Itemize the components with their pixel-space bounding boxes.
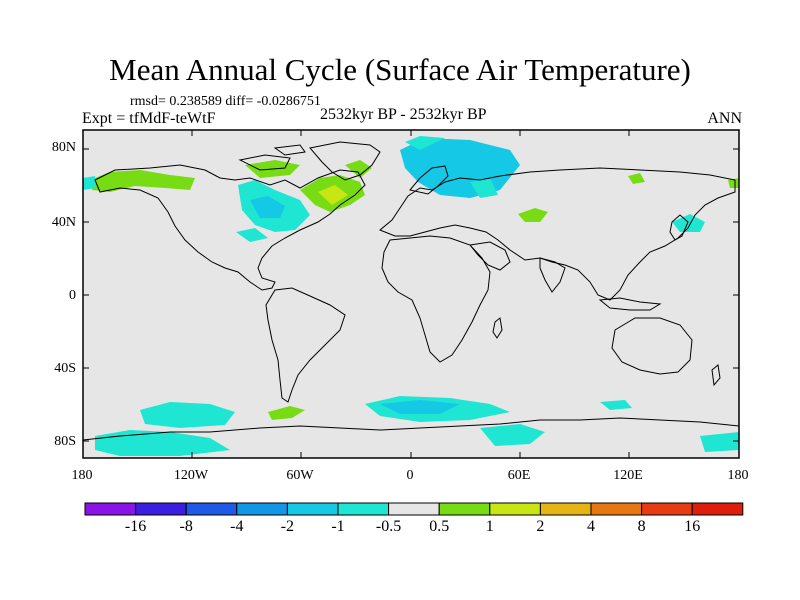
period-text: 2532kyr BP - 2532kyr BP [320,106,487,123]
anomaly-central-asia-pos [518,208,548,222]
anomaly-southern-ocean-neg-1 [140,402,235,428]
colorbar [84,502,744,516]
coast-north-america [94,164,366,291]
anomaly-canada-neg-mid [250,196,285,218]
colorbar-box-4 [286,502,339,516]
lat-label-40n: 40N [51,215,76,230]
colorbar-box-1 [135,502,187,516]
anomaly-southern-ocean-pos [268,406,305,420]
coast-antarctica [82,417,740,441]
coast-australia [611,317,693,375]
experiment-text: Expt = tfMdF-teWtF [82,110,216,127]
colorbar-label: -8 [179,518,193,535]
anomaly-east-siberia-pos [728,178,739,188]
anomaly-hudson-pos-mid [318,185,348,205]
colorbar-label: 16 [684,518,701,535]
colorbar-label: -1 [331,518,345,535]
colorbar-label: -2 [280,518,295,535]
anomaly-antarctica-neg-3 [700,432,739,452]
lat-label-80n: 80N [51,140,76,155]
anomaly-southern-ocean-neg-mid [380,400,460,414]
coast-india [539,257,566,293]
anomaly-scandinavia-neg-small [405,136,445,150]
anomaly-usa-neg-small [236,228,268,242]
anomaly-antarctica-neg-4 [600,400,632,410]
anomaly-alaska-pos [90,170,195,192]
coast-eurasia [379,167,736,301]
colorbar-label: 8 [637,518,646,535]
colorbar-label: 2 [536,518,545,535]
plot-title: Mean Annual Cycle (Surface Air Temperatu… [109,52,691,87]
anomaly-field [83,136,739,456]
colorbar-label: -16 [124,518,147,535]
coast-scandinavia [409,165,449,195]
coast-arctic-islands-2 [273,144,306,156]
lat-label-80s: 80S [54,434,76,449]
colorbar-box-2 [185,502,238,516]
coast-arabia [469,241,511,271]
anomaly-antarctica-neg-2 [480,424,545,446]
colorbar-label: -0.5 [375,518,402,535]
lon-label-60w: 60W [286,468,314,483]
colorbar-box-12 [691,502,744,516]
colorbar-box-0 [84,502,137,516]
coast-japan [669,214,689,241]
colorbar-box-11 [641,502,693,516]
lon-label-180e: 180 [727,468,749,483]
lon-label-120w: 120W [173,468,209,483]
coast-new-zealand [711,364,721,387]
colorbar-label: 0.5 [429,518,450,535]
axis-ticks [83,130,739,458]
coast-madagascar [492,317,503,339]
anomaly-labrador-pos [345,160,372,178]
coast-arctic-islands [238,154,291,171]
colorbar-label: 4 [587,518,595,535]
season-text: ANN [707,110,742,127]
colorbar-box-8 [489,502,541,516]
anomaly-pacific-neg-2 [83,176,95,190]
anomaly-antarctica-neg-1 [95,430,230,456]
coast-africa [381,235,491,363]
anomaly-pacific-neg [672,214,705,232]
lon-label-0: 0 [406,468,414,483]
anomaly-scandinavia-neg-small-2 [470,178,498,198]
coast-south-america [265,287,346,403]
stats-text: rmsd= 0.238589 diff= -0.0286751 [130,94,321,109]
colorbar-box-5 [337,502,390,516]
coast-greenland [309,141,381,181]
lat-label-40s: 40S [54,361,76,376]
colorbar-label: -4 [230,518,244,535]
anomaly-siberia-pos [628,173,645,184]
coastlines [82,141,740,441]
lon-label-180w: 180 [71,468,93,483]
colorbar-label: 1 [485,518,494,535]
colorbar-box-7 [438,502,491,516]
lon-label-60e: 60E [507,468,531,483]
colorbar-box-10 [590,502,643,516]
lon-label-120e: 120E [613,468,643,483]
lat-label-0: 0 [69,288,76,303]
colorbar-box-3 [236,502,288,516]
colorbar-box-6 [388,502,440,516]
colorbar-box-9 [539,502,592,516]
coast-indonesia [598,297,662,311]
